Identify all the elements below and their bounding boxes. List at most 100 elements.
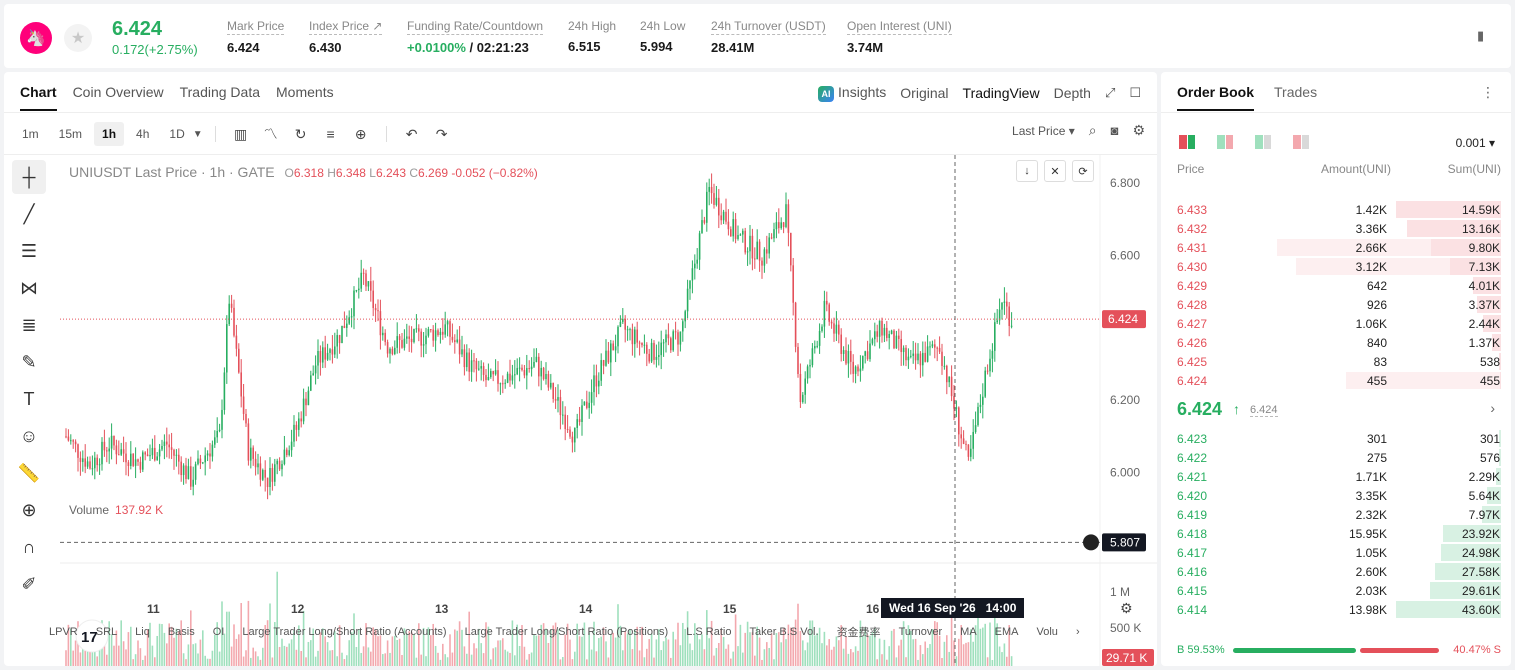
emoji-icon[interactable]: ☺ (19, 425, 39, 446)
ask-row[interactable]: 6.433 1.42K 14.59K (1161, 200, 1511, 219)
indicator-ema[interactable]: EMA (994, 626, 1019, 638)
indicator-large-trader-positions[interactable]: Large Trader Long/Short Ratio (Positions… (464, 626, 669, 638)
indicator-liq[interactable]: Liq (135, 626, 150, 638)
indicator-oi[interactable]: OI (212, 626, 225, 638)
stat-mark-price[interactable]: Mark Price 6.424 (227, 19, 285, 55)
orderbook-price: 6.414 (1177, 602, 1208, 617)
timeframe-1d[interactable]: 1D (169, 127, 185, 141)
tab-depth[interactable]: Depth (1053, 85, 1091, 101)
magnet-icon[interactable]: ∩ (22, 536, 36, 557)
more-icon[interactable]: ⋮ (1481, 84, 1495, 100)
add-alert-icon[interactable]: ⊕ (354, 125, 367, 142)
camera-icon[interactable]: ◙ (1110, 123, 1119, 138)
chevron-down-icon[interactable]: ▼ (192, 128, 203, 140)
compare-icon[interactable]: ↻ (294, 125, 307, 142)
indicator-funding-rate[interactable]: 资金费率 (836, 627, 881, 639)
bid-row[interactable]: 6.420 3.35K 5.64K (1161, 486, 1511, 505)
timeframe-15m[interactable]: 15m (58, 127, 83, 141)
tab-insights[interactable]: AI Insights (818, 84, 886, 102)
bid-row[interactable]: 6.423 301 301 (1161, 429, 1511, 448)
arrow-down-icon[interactable]: ↓ (1016, 160, 1038, 182)
bid-row[interactable]: 6.415 2.03K 29.61K (1161, 581, 1511, 600)
timeframe-4h[interactable]: 4h (136, 127, 150, 141)
tab-trading-data[interactable]: Trading Data (179, 84, 261, 100)
window-icon[interactable]: ☐ (1129, 85, 1141, 100)
refresh-icon[interactable]: ⟳ (1072, 160, 1094, 182)
ask-row[interactable]: 6.427 1.06K 2.44K (1161, 314, 1511, 333)
stat-open-interest[interactable]: Open Interest (UNI) 3.74M (847, 19, 952, 55)
price-type-select[interactable]: Last Price ▾ (1012, 123, 1075, 138)
candle-type-icon[interactable]: ▥ (234, 125, 248, 142)
view-bids-icon[interactable] (1217, 135, 1233, 149)
tab-moments[interactable]: Moments (276, 84, 334, 100)
precision-select[interactable]: 0.001 ▾ (1455, 136, 1495, 150)
indicator-srl[interactable]: SRL (95, 626, 118, 638)
indicators-icon[interactable]: 〽 (263, 126, 278, 142)
tab-coin-overview[interactable]: Coin Overview (72, 84, 164, 100)
pattern-icon[interactable]: ⋈ (20, 277, 38, 298)
fib-icon[interactable]: ≣ (21, 314, 37, 335)
trend-line-icon[interactable]: ╱ (23, 203, 35, 224)
indicator-lpvr[interactable]: LPVR (49, 626, 78, 638)
stat-index-price[interactable]: Index Price ↗ 6.430 (309, 19, 383, 55)
ask-row[interactable]: 6.432 3.36K 13.16K (1161, 219, 1511, 238)
redo-icon[interactable]: ↷ (435, 125, 448, 142)
timeframe-1m[interactable]: 1m (22, 127, 39, 141)
chevron-right-icon[interactable]: › (1075, 626, 1080, 638)
indicator-ma[interactable]: MA (960, 626, 977, 638)
indicator-ls-ratio[interactable]: L.S Ratio (686, 626, 732, 638)
tab-chart[interactable]: Chart (20, 84, 57, 111)
undo-icon[interactable]: ↶ (405, 125, 418, 142)
bid-row[interactable]: 6.414 13.98K 43.60K (1161, 600, 1511, 619)
zoom-in-icon[interactable]: ⊕ (21, 499, 37, 520)
tab-original[interactable]: Original (900, 85, 949, 101)
ask-row[interactable]: 6.431 2.66K 9.80K (1161, 238, 1511, 257)
ask-row[interactable]: 6.424 455 455 (1161, 371, 1511, 390)
chevron-right-icon[interactable]: › (1490, 400, 1495, 416)
favorite-star-icon[interactable]: ★ (64, 24, 92, 52)
bid-row[interactable]: 6.417 1.05K 24.98K (1161, 543, 1511, 562)
view-both-icon[interactable] (1179, 135, 1195, 149)
ask-row[interactable]: 6.426 840 1.37K (1161, 333, 1511, 352)
candle-body (314, 365, 317, 374)
view-asks-icon[interactable] (1255, 135, 1271, 149)
indicator-basis[interactable]: Basis (167, 626, 195, 638)
crosshair-icon[interactable]: ┼ (12, 160, 46, 194)
view-sells-icon[interactable] (1293, 135, 1309, 149)
collapse-icon[interactable]: ✕ (1044, 160, 1066, 182)
ruler-icon[interactable]: 📏 (17, 462, 41, 483)
axis-settings-icon[interactable]: ⚙ (1120, 600, 1133, 616)
stat-funding-rate[interactable]: Funding Rate/Countdown +0.0100% / 02:21:… (407, 19, 544, 55)
candlestick-chart[interactable]: 6.800 6.600 6.200 6.000 1 M 500 K 6.424 5.807 29… (60, 155, 1157, 666)
tab-tradingview[interactable]: TradingView (962, 85, 1040, 101)
search-icon[interactable]: ⌕ (1088, 122, 1097, 138)
volume-bar (274, 622, 276, 666)
bid-row[interactable]: 6.416 2.60K 27.58K (1161, 562, 1511, 581)
horizontal-lines-icon[interactable]: ☰ (20, 240, 38, 261)
bid-row[interactable]: 6.422 275 576 (1161, 448, 1511, 467)
pencil-icon[interactable]: ✐ (21, 573, 37, 594)
timeframe-1h[interactable]: 1h (94, 122, 125, 146)
indicator-volume[interactable]: Volu (1036, 626, 1058, 638)
bid-row[interactable]: 6.418 15.95K 23.92K (1161, 524, 1511, 543)
indicator-turnover[interactable]: Turnover (898, 626, 943, 638)
volume-bar (437, 652, 439, 666)
templates-icon[interactable]: ≡ (326, 126, 335, 142)
ask-row[interactable]: 6.429 642 4.01K (1161, 276, 1511, 295)
ask-row[interactable]: 6.430 3.12K 7.13K (1161, 257, 1511, 276)
text-icon[interactable]: T (23, 388, 35, 409)
bid-row[interactable]: 6.419 2.32K 7.97K (1161, 505, 1511, 524)
indicator-taker-vol[interactable]: Taker B.S Vol. (749, 626, 819, 638)
ask-row[interactable]: 6.428 926 3.37K (1161, 295, 1511, 314)
tab-trades[interactable]: Trades (1274, 84, 1318, 100)
tab-order-book[interactable]: Order Book (1177, 84, 1255, 111)
stat-24h-turnover[interactable]: 24h Turnover (USDT) 28.41M (711, 19, 826, 55)
bid-row[interactable]: 6.421 1.71K 2.29K (1161, 467, 1511, 486)
gear-icon[interactable]: ⚙ (1132, 122, 1145, 138)
mark-price-sub[interactable]: 6.424 (1250, 404, 1278, 417)
indicator-large-trader-accounts[interactable]: Large Trader Long/Short Ratio (Accounts) (242, 626, 447, 638)
expand-icon[interactable]: ⤢ (1104, 85, 1116, 100)
book-icon[interactable]: ▮ (1477, 28, 1485, 43)
ask-row[interactable]: 6.425 83 538 (1161, 352, 1511, 371)
brush-icon[interactable]: ✎ (21, 351, 37, 372)
